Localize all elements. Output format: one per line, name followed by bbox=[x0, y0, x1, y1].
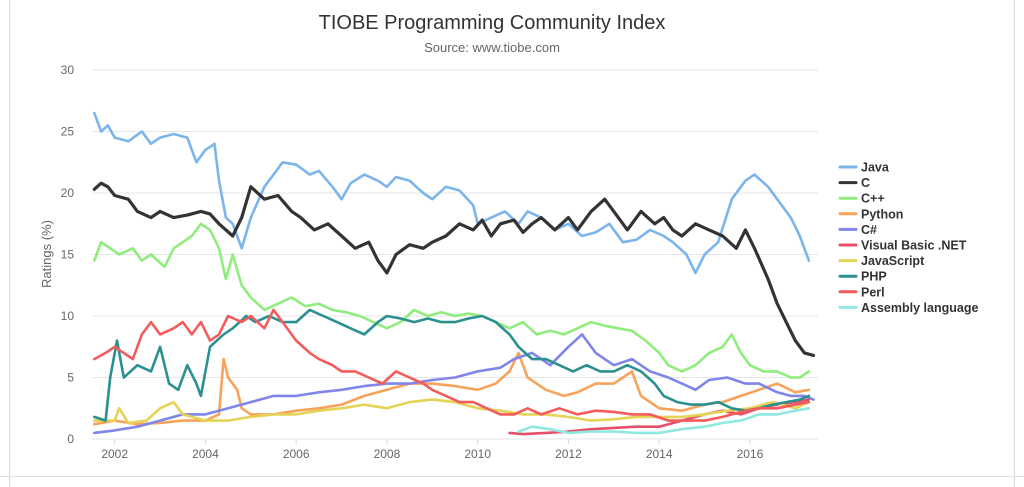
legend-label: Perl bbox=[861, 285, 885, 299]
x-tick-label: 2016 bbox=[737, 447, 764, 461]
x-tick-label: 2004 bbox=[192, 447, 219, 461]
x-tick-label: 2010 bbox=[464, 447, 491, 461]
x-tick-label: 2006 bbox=[283, 447, 310, 461]
series-line-assembly-language bbox=[517, 407, 811, 435]
legend-item-python[interactable]: Python bbox=[838, 207, 903, 221]
series-line-c bbox=[93, 222, 811, 379]
x-tick-label: 2014 bbox=[646, 447, 673, 461]
legend-label: Python bbox=[861, 207, 903, 221]
x-tick-label: 2008 bbox=[374, 447, 401, 461]
x-axis-ticks: 2002 2004 2006 2008 2010 2012 2014 2016 bbox=[101, 439, 764, 461]
legend-item-perl[interactable]: Perl bbox=[838, 285, 885, 299]
bottom-border bbox=[0, 476, 1024, 477]
legend-item-assembly-language[interactable]: Assembly language bbox=[838, 301, 978, 315]
y-axis-ticks: 0 5 10 15 20 25 30 bbox=[61, 63, 75, 446]
series-lines bbox=[92, 111, 816, 436]
legend-item-c[interactable]: C# bbox=[838, 223, 877, 237]
series-line-php bbox=[93, 308, 811, 422]
y-tick-label: 15 bbox=[61, 248, 75, 262]
y-tick-label: 5 bbox=[67, 371, 74, 385]
legend-label: C++ bbox=[861, 192, 885, 206]
grid-lines bbox=[92, 69, 818, 440]
legend-item-javascript[interactable]: JavaScript bbox=[838, 254, 925, 268]
series-line-javascript bbox=[93, 398, 811, 425]
legend-item-visual-basic-net[interactable]: Visual Basic .NET bbox=[838, 239, 967, 253]
legend-label: JavaScript bbox=[861, 254, 925, 268]
y-tick-label: 25 bbox=[61, 125, 75, 139]
y-tick-label: 10 bbox=[61, 309, 75, 323]
series-line-java bbox=[93, 111, 811, 275]
legend-label: Java bbox=[861, 161, 890, 175]
legend-item-c[interactable]: C++ bbox=[838, 192, 885, 206]
legend-label: C# bbox=[861, 223, 877, 237]
legend-label: C bbox=[861, 176, 870, 190]
legend-label: Visual Basic .NET bbox=[861, 239, 967, 253]
series-line-perl bbox=[93, 308, 811, 422]
x-tick-label: 2012 bbox=[555, 447, 582, 461]
y-axis-label: Ratings (%) bbox=[39, 220, 54, 288]
y-tick-label: 20 bbox=[61, 186, 75, 200]
legend-label: Assembly language bbox=[861, 301, 978, 315]
y-tick-label: 0 bbox=[67, 432, 74, 446]
x-tick-label: 2002 bbox=[101, 447, 128, 461]
legend-item-php[interactable]: PHP bbox=[838, 270, 887, 284]
legend-label: PHP bbox=[861, 270, 887, 284]
chart-title: TIOBE Programming Community Index bbox=[319, 12, 666, 34]
legend-item-java[interactable]: Java bbox=[838, 161, 890, 175]
series-line-c bbox=[93, 333, 815, 435]
right-border bbox=[1014, 0, 1015, 487]
legend-item-c[interactable]: C bbox=[838, 176, 870, 190]
series-line-python bbox=[93, 351, 811, 426]
series-line-c bbox=[92, 181, 816, 357]
left-border bbox=[9, 0, 10, 487]
chart-subtitle: Source: www.tiobe.com bbox=[424, 40, 560, 55]
y-tick-label: 30 bbox=[61, 63, 75, 77]
